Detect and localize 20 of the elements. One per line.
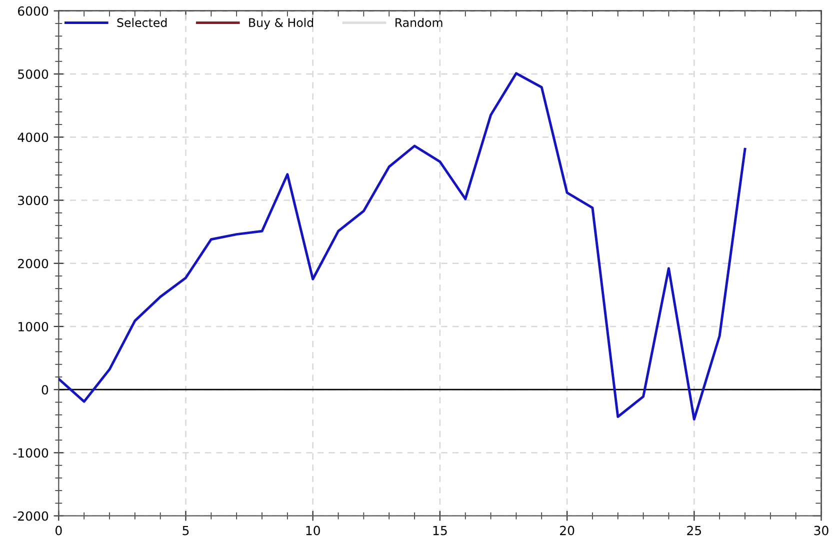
x-tick-label: 5 (182, 526, 189, 536)
y-tick-label: 4000 (18, 132, 48, 142)
x-tick-label: 15 (433, 526, 447, 536)
y-tick-label: 2000 (18, 258, 48, 268)
x-tick-label: 30 (814, 526, 828, 536)
x-tick-label: 0 (56, 526, 62, 536)
y-tick-label: 6000 (18, 6, 48, 16)
y-tick-label: -1000 (13, 448, 48, 458)
legend-label: Random (396, 18, 442, 28)
x-tick-label: 25 (687, 526, 702, 536)
y-tick-label: 0 (42, 385, 48, 395)
y-tick-label: 5000 (18, 69, 48, 79)
line-series (58, 72, 746, 421)
legend-label: Selected (117, 18, 167, 28)
y-tick-label: 3000 (18, 196, 48, 206)
y-tick-label: 1000 (18, 322, 48, 332)
x-tick-label: 20 (560, 526, 574, 536)
legend-label: Buy & Hold (249, 18, 314, 30)
y-tick-label: -2000 (13, 511, 48, 521)
x-tick-label: 10 (306, 526, 320, 536)
